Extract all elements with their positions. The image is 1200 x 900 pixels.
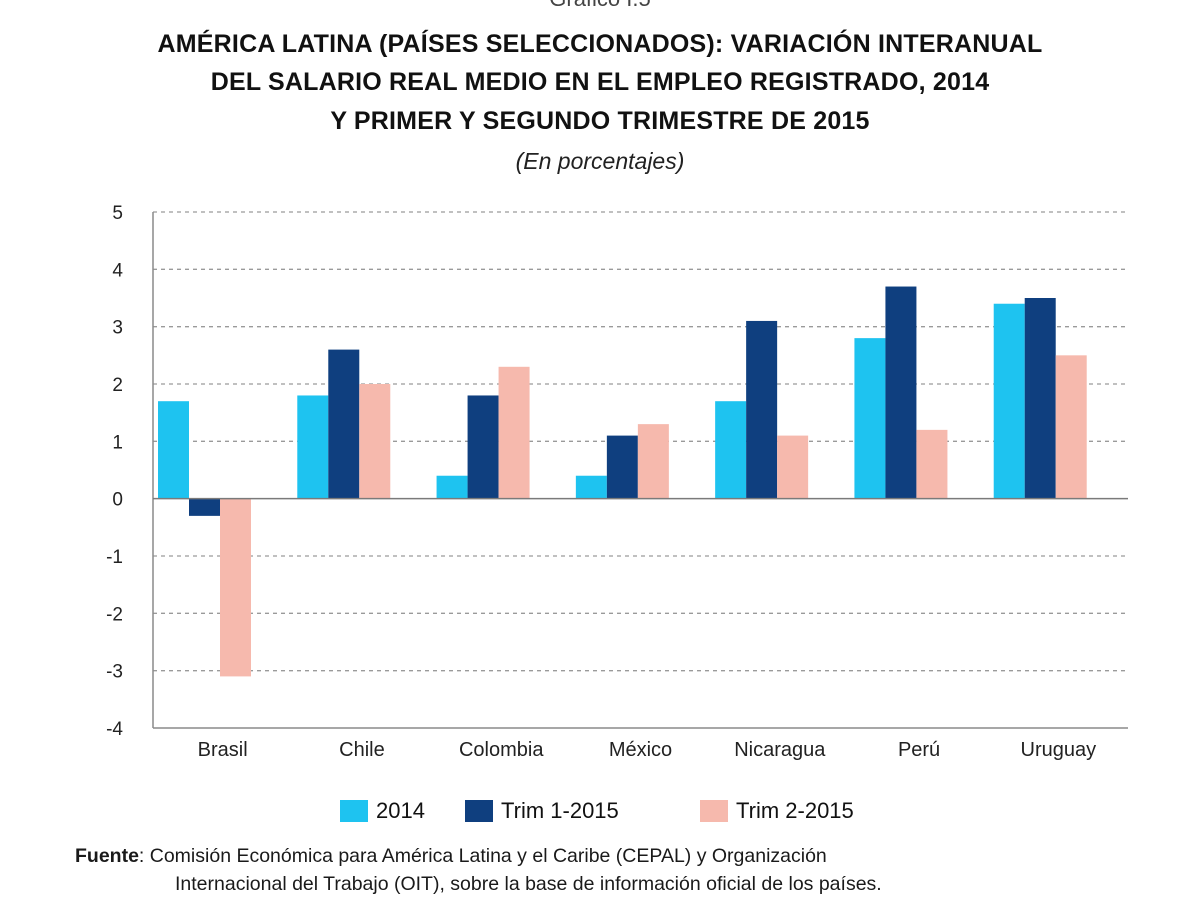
- bar-colombia-series-1: [436, 475, 468, 499]
- y-tick-label: 3: [112, 318, 123, 339]
- y-tick-label: 4: [112, 260, 123, 281]
- legend-item-trim-2-2015: Trim 2-2015: [700, 793, 854, 829]
- bar-uruguay-series-1: [993, 303, 1025, 499]
- legend-label-trim-2-2015: Trim 2-2015: [736, 798, 854, 823]
- x-tick-label: México: [609, 739, 672, 761]
- legend-label-2014: 2014: [376, 798, 425, 823]
- bar-chile-series-1: [297, 395, 329, 499]
- legend-swatch-trim-2-2015: [700, 800, 728, 822]
- bar-brasil-series-3: [220, 498, 251, 677]
- bar-méxico-series-1: [575, 475, 607, 499]
- source-line-1: Fuente: Comisión Económica para América …: [75, 842, 827, 870]
- y-tick-label: -4: [106, 719, 123, 740]
- bar-méxico-series-2: [606, 435, 638, 499]
- source-label: Fuente: [75, 845, 139, 867]
- x-tick-label: Perú: [898, 739, 940, 761]
- chart-subtitle: (En porcentajes): [515, 148, 685, 174]
- figure-number: Gráfico I.5: [0, 0, 1200, 12]
- y-tick-label: 0: [112, 490, 123, 511]
- y-tick-label: -2: [106, 604, 123, 625]
- bar-brasil-series-2: [189, 498, 220, 516]
- bar-chile-series-3: [359, 384, 391, 499]
- legend-swatch-2014: [340, 800, 368, 822]
- y-tick-label: 5: [112, 203, 123, 224]
- bar-nicaragua-series-1: [715, 401, 747, 499]
- chart-title-line-3: Y PRIMER Y SEGUNDO TRIMESTRE DE 2015: [330, 107, 870, 135]
- bar-méxico-series-3: [637, 424, 669, 499]
- x-tick-label: Brasil: [198, 739, 248, 761]
- bar-chile-series-2: [328, 349, 360, 499]
- bar-chart: 5 4 3 2 1 0 -1 -2 -3 -4 Brasil Chile Colombia México N…: [106, 203, 1128, 761]
- x-tick-label: Chile: [339, 739, 385, 761]
- source-line-2: Internacional del Trabajo (OIT), sobre l…: [175, 873, 882, 895]
- y-tick-label: -1: [106, 547, 123, 568]
- chart-title-line-2: DEL SALARIO REAL MEDIO EN EL EMPLEO REGI…: [210, 68, 990, 96]
- x-tick-label: Nicaragua: [734, 739, 826, 761]
- bar-colombia-series-2: [467, 395, 499, 499]
- bar-perú-series-3: [916, 429, 948, 499]
- bar-uruguay-series-3: [1055, 355, 1087, 499]
- y-tick-label: 1: [112, 432, 123, 453]
- legend-item-2014: 2014: [340, 793, 425, 829]
- bar-nicaragua-series-3: [777, 435, 809, 499]
- legend-swatch-trim-1-2015: [465, 800, 493, 822]
- y-tick-label: 2: [112, 375, 123, 396]
- bar-perú-series-1: [854, 338, 886, 499]
- x-tick-label: Colombia: [459, 739, 544, 761]
- source-text-1: : Comisión Económica para América Latina…: [138, 845, 827, 867]
- bar-colombia-series-3: [498, 366, 530, 499]
- chart-legend: 2014 Trim 1-2015 Trim 2-2015: [0, 793, 1200, 829]
- bar-perú-series-2: [885, 286, 917, 499]
- x-tick-label: Uruguay: [1021, 739, 1097, 761]
- bar-nicaragua-series-2: [746, 320, 778, 499]
- bar-brasil-series-1: [158, 401, 189, 499]
- y-tick-label: -3: [106, 662, 123, 683]
- legend-item-trim-1-2015: Trim 1-2015: [465, 793, 619, 829]
- chart-title-line-1: AMÉRICA LATINA (PAÍSES SELECCIONADOS): V…: [157, 30, 1043, 58]
- bar-uruguay-series-2: [1024, 298, 1056, 499]
- legend-label-trim-1-2015: Trim 1-2015: [501, 798, 619, 823]
